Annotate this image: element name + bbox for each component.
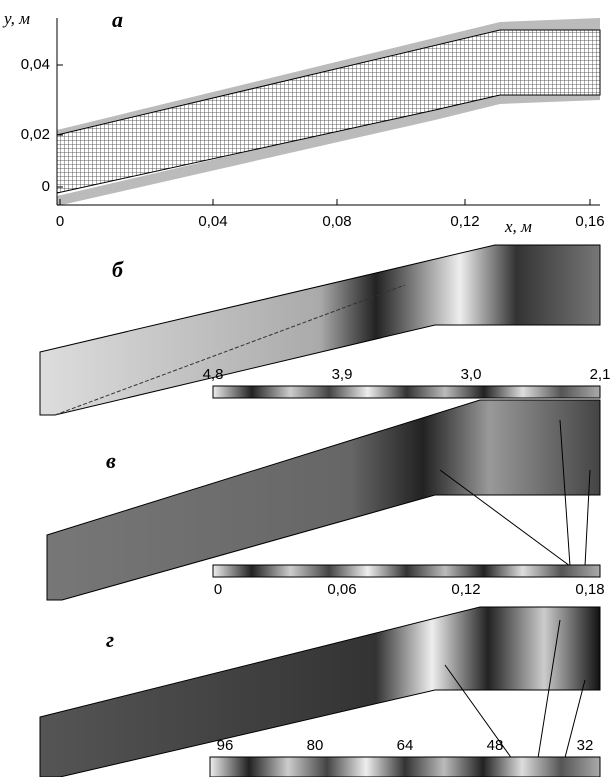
- y-axis-label: y, м: [2, 9, 30, 28]
- colorbar: [212, 385, 601, 399]
- colorbar: [209, 756, 601, 777]
- colorbar-label: 2,1: [590, 366, 610, 383]
- panel-g: г: [39, 606, 601, 777]
- flow-field: [39, 244, 601, 416]
- x-tick-label: 0: [56, 213, 64, 230]
- panel-label: б: [112, 257, 124, 282]
- colorbar-label: 80: [307, 737, 324, 754]
- colorbar-label: 3,0: [461, 366, 482, 383]
- mesh: [56, 29, 601, 194]
- y-tick-label: 0: [42, 178, 50, 195]
- panel-a: а y, м x, м: [2, 7, 601, 236]
- colorbar-label: 0,18: [575, 581, 604, 598]
- leader-lines: [439, 419, 591, 567]
- panel-v: в: [46, 399, 601, 601]
- colorbar: [212, 564, 601, 578]
- x-axis-label: x, м: [504, 217, 532, 236]
- shock: [54, 284, 406, 416]
- panel-label: в: [106, 448, 116, 473]
- panel-label: а: [112, 7, 123, 32]
- colorbar-label: 4,8: [203, 366, 224, 383]
- panel-label: г: [106, 627, 114, 652]
- colorbar-label: 32: [577, 737, 594, 754]
- colorbar-label: 48: [487, 737, 504, 754]
- x-tick-label: 0,04: [198, 213, 227, 230]
- y-tick-label: 0,04: [21, 56, 50, 73]
- colorbar-label: 0,12: [451, 581, 480, 598]
- colorbar-label: 3,9: [332, 366, 353, 383]
- x-tick-label: 0,08: [322, 213, 351, 230]
- colorbar-label: 96: [217, 737, 234, 754]
- x-tick-label: 0,16: [575, 213, 604, 230]
- x-tick-label: 0,12: [450, 213, 479, 230]
- flow-field: [46, 399, 601, 601]
- flow-field: [39, 606, 601, 777]
- colorbar-label: 64: [397, 737, 414, 754]
- colorbar-label: 0: [214, 581, 222, 598]
- panel-b: б: [39, 244, 601, 416]
- y-tick-label: 0,02: [21, 126, 50, 143]
- colorbar-label: 0,06: [327, 581, 356, 598]
